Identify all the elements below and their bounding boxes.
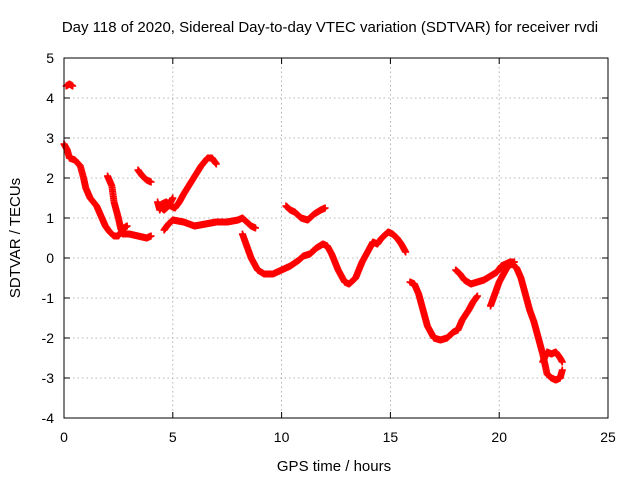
data-point (212, 160, 220, 168)
x-tick-label: 10 (274, 429, 290, 445)
y-tick-label: 4 (46, 90, 54, 106)
data-point (123, 222, 131, 230)
y-tick-label: 5 (46, 50, 54, 66)
plot-frame (63, 57, 609, 419)
chart-title: Day 118 of 2020, Sidereal Day-to-day VTE… (62, 19, 598, 36)
x-tick-label: 15 (383, 429, 399, 445)
data-point (147, 178, 155, 186)
data-point (69, 82, 77, 90)
x-axis-label: GPS time / hours (277, 458, 391, 475)
y-tick-label: 1 (46, 210, 54, 226)
data-point (160, 202, 168, 210)
y-tick-label: 3 (46, 130, 54, 146)
data-point (558, 366, 566, 374)
y-tick-label: 2 (46, 170, 54, 186)
y-tick-label: -2 (42, 330, 55, 346)
y-tick-label: -3 (42, 370, 55, 386)
data-point (251, 224, 259, 232)
data-points (60, 80, 566, 384)
x-tick-label: 5 (169, 429, 177, 445)
x-tick-label: 25 (600, 429, 616, 445)
x-tick-label: 20 (491, 429, 507, 445)
y-tick-label: -4 (42, 410, 55, 426)
grid (64, 58, 608, 418)
y-axis-label: SDTVAR / TECUs (7, 178, 24, 298)
data-point (558, 358, 566, 366)
y-tick-label: 0 (46, 250, 54, 266)
data-point (147, 232, 155, 240)
data-point (402, 248, 410, 256)
data-point (321, 204, 329, 212)
x-tick-label: 0 (60, 429, 68, 445)
data-point (473, 292, 481, 300)
y-tick-label: -1 (42, 290, 55, 306)
